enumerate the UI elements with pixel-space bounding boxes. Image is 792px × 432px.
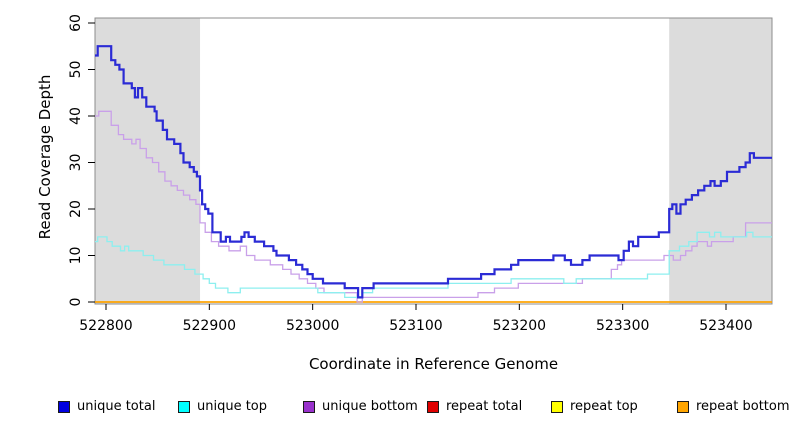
series-line-unique-bottom xyxy=(95,110,772,303)
y-axis-label: Read Coverage Depth xyxy=(36,74,54,240)
x-tick-label: 522800 xyxy=(79,318,132,334)
plot-border xyxy=(94,17,773,305)
legend-label-repeat-top: repeat top xyxy=(570,399,638,414)
y-tick-label: 30 xyxy=(68,154,84,172)
legend-swatch-repeat-total xyxy=(427,401,439,413)
legend-label-repeat-total: repeat total xyxy=(446,399,523,414)
y-tick-label: 10 xyxy=(68,247,84,265)
x-tick-label: 523300 xyxy=(596,318,649,334)
legend-label-unique-bottom: unique bottom xyxy=(322,399,418,414)
legend-swatch-unique-total xyxy=(58,401,70,413)
legend: unique total unique top unique bottom repea… xyxy=(0,398,792,418)
x-tick-label: 523400 xyxy=(699,318,752,334)
y-tick-label: 40 xyxy=(68,107,84,125)
y-tick-label: 20 xyxy=(68,200,84,218)
series-line-unique-top xyxy=(95,231,772,299)
legend-label-repeat-bottom: repeat bottom xyxy=(696,399,790,414)
legend-label-unique-top: unique top xyxy=(197,399,268,414)
plot-area: 522800 522900 523000 523100 523200 523300 5234… xyxy=(68,14,773,334)
x-tick-label: 523200 xyxy=(493,318,546,334)
legend-swatch-repeat-bottom xyxy=(677,401,689,413)
y-tick-label: 0 xyxy=(68,298,84,307)
x-tick-label: 523100 xyxy=(389,318,442,334)
x-axis-label: Coordinate in Reference Genome xyxy=(308,355,559,373)
y-tick-label: 50 xyxy=(68,61,84,79)
shaded-region-1 xyxy=(669,18,772,304)
series-line-unique-total xyxy=(95,45,772,299)
legend-label-unique-total: unique total xyxy=(77,399,156,414)
x-tick-label: 522900 xyxy=(183,318,236,334)
legend-swatch-unique-bottom xyxy=(303,401,315,413)
x-tick-label: 523000 xyxy=(286,318,339,334)
legend-swatch-unique-top xyxy=(178,401,190,413)
y-tick-label: 60 xyxy=(68,14,84,32)
legend-swatch-repeat-top xyxy=(551,401,563,413)
